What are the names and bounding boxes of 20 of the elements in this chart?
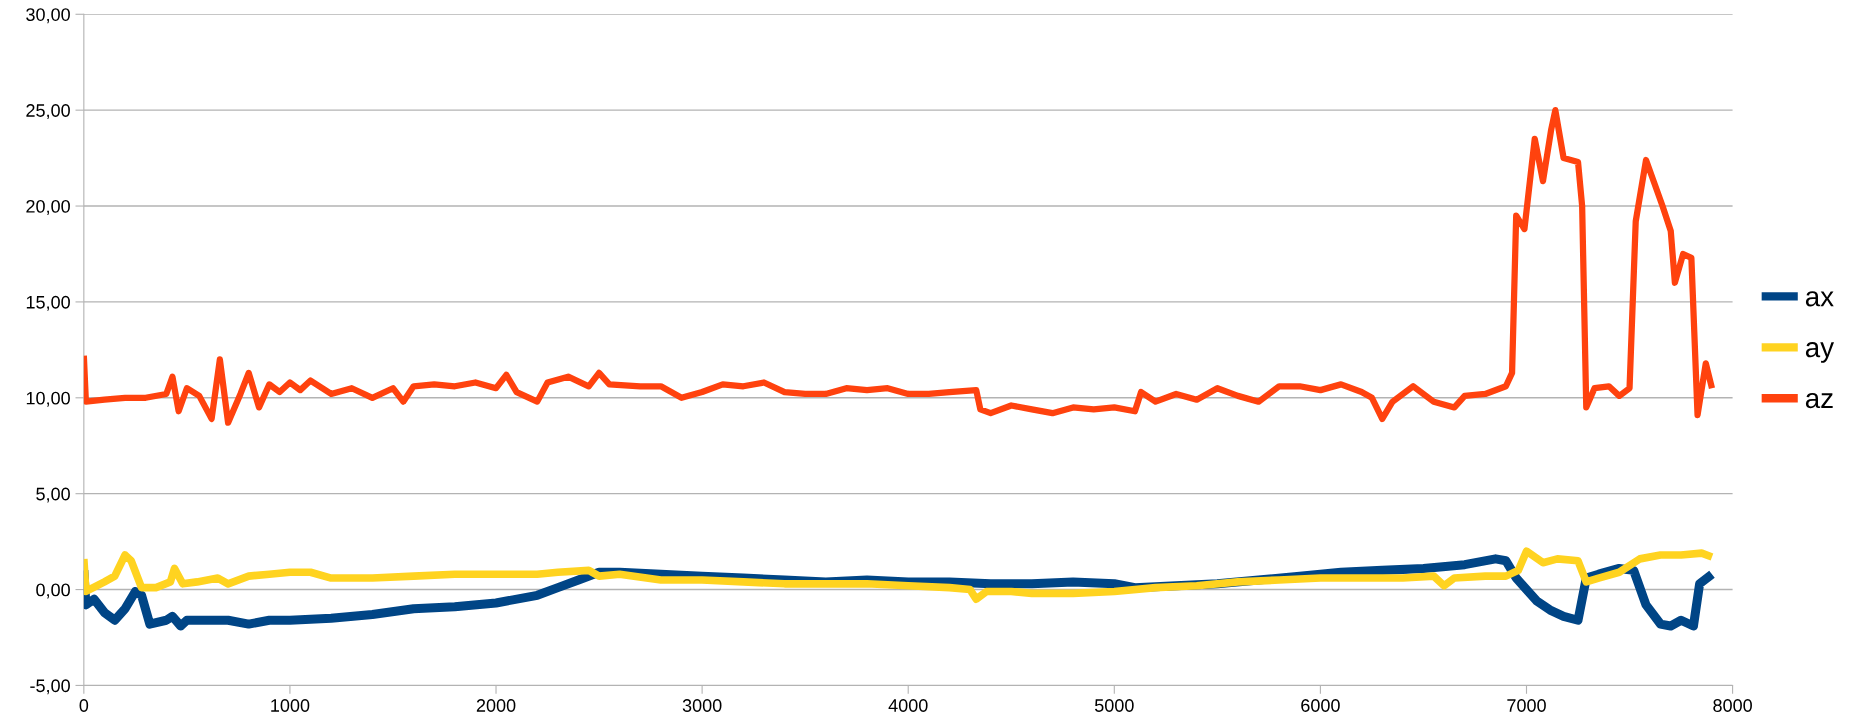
x-tick-label: 7000 xyxy=(1507,699,1546,712)
x-tick-label: 5000 xyxy=(1094,699,1134,712)
y-tick-label: 20,00 xyxy=(26,199,70,215)
y-tick-label: 25,00 xyxy=(26,104,70,120)
x-tick-label: 3000 xyxy=(682,699,722,712)
y-tick-label: 5,00 xyxy=(36,487,70,503)
y-tick-label: 30,00 xyxy=(26,8,70,24)
y-tick-label: 15,00 xyxy=(26,295,70,311)
legend-label: ay xyxy=(1805,342,1835,363)
y-tick-label: -5,00 xyxy=(30,679,70,695)
x-tick-label: 2000 xyxy=(476,699,516,712)
y-tick-label: 0,00 xyxy=(36,583,70,599)
legend-label: az xyxy=(1805,392,1833,409)
legend-label: ax xyxy=(1805,291,1834,307)
x-tick-label: 8000 xyxy=(1713,699,1752,712)
x-tick-label: 6000 xyxy=(1301,699,1340,712)
x-tick-label: 1000 xyxy=(271,699,310,712)
x-tick-label: 0 xyxy=(79,699,89,712)
y-tick-label: 10,00 xyxy=(26,391,70,407)
x-tick-label: 4000 xyxy=(888,699,928,712)
